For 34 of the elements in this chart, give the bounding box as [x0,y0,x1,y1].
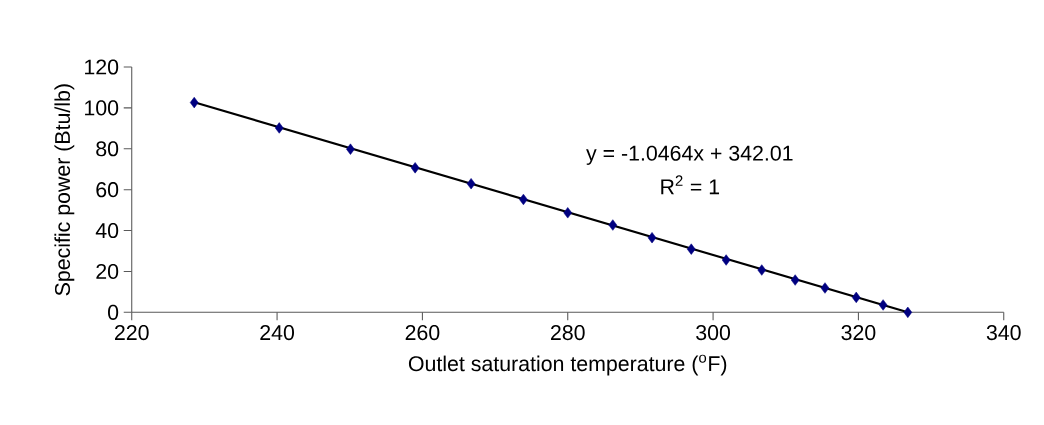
point [721,254,731,266]
y-tick-label: 100 [85,100,119,116]
point [820,282,830,294]
point [851,291,861,304]
point [790,274,800,286]
point [466,178,476,190]
y-tick-label: 0 [108,304,119,320]
point [410,162,420,174]
annotation: y = -1.0464x + 342.01 [586,145,793,165]
point [903,306,913,318]
x-tick-label: 300 [696,325,731,341]
y-tick-label: 120 [85,59,119,75]
point [563,207,573,219]
point [189,96,199,109]
x-tick-label: 340 [986,325,1021,341]
y-tick-label: 40 [95,223,119,239]
point [878,299,888,311]
point [687,243,696,255]
y-tick-label: 60 [96,182,119,198]
y-axis-title: Specific power (Btu/lb) [54,84,75,296]
point [346,143,355,155]
point [647,232,657,244]
x-tick-label: 320 [841,325,876,341]
x-tick-label: 260 [405,325,440,341]
y-tick-label: 20 [96,263,119,279]
annotation: R$^{2}$ = 1 [661,175,720,195]
point [757,264,767,276]
x-tick-label: 280 [551,325,585,341]
x-axis-title: Outlet saturation temperature ($^{o}$F) [408,354,727,376]
point [608,219,618,231]
x-tick-label: 220 [115,325,149,341]
y-tick-label: 80 [96,141,119,157]
x-tick-label: 240 [260,325,295,341]
point [274,122,284,134]
